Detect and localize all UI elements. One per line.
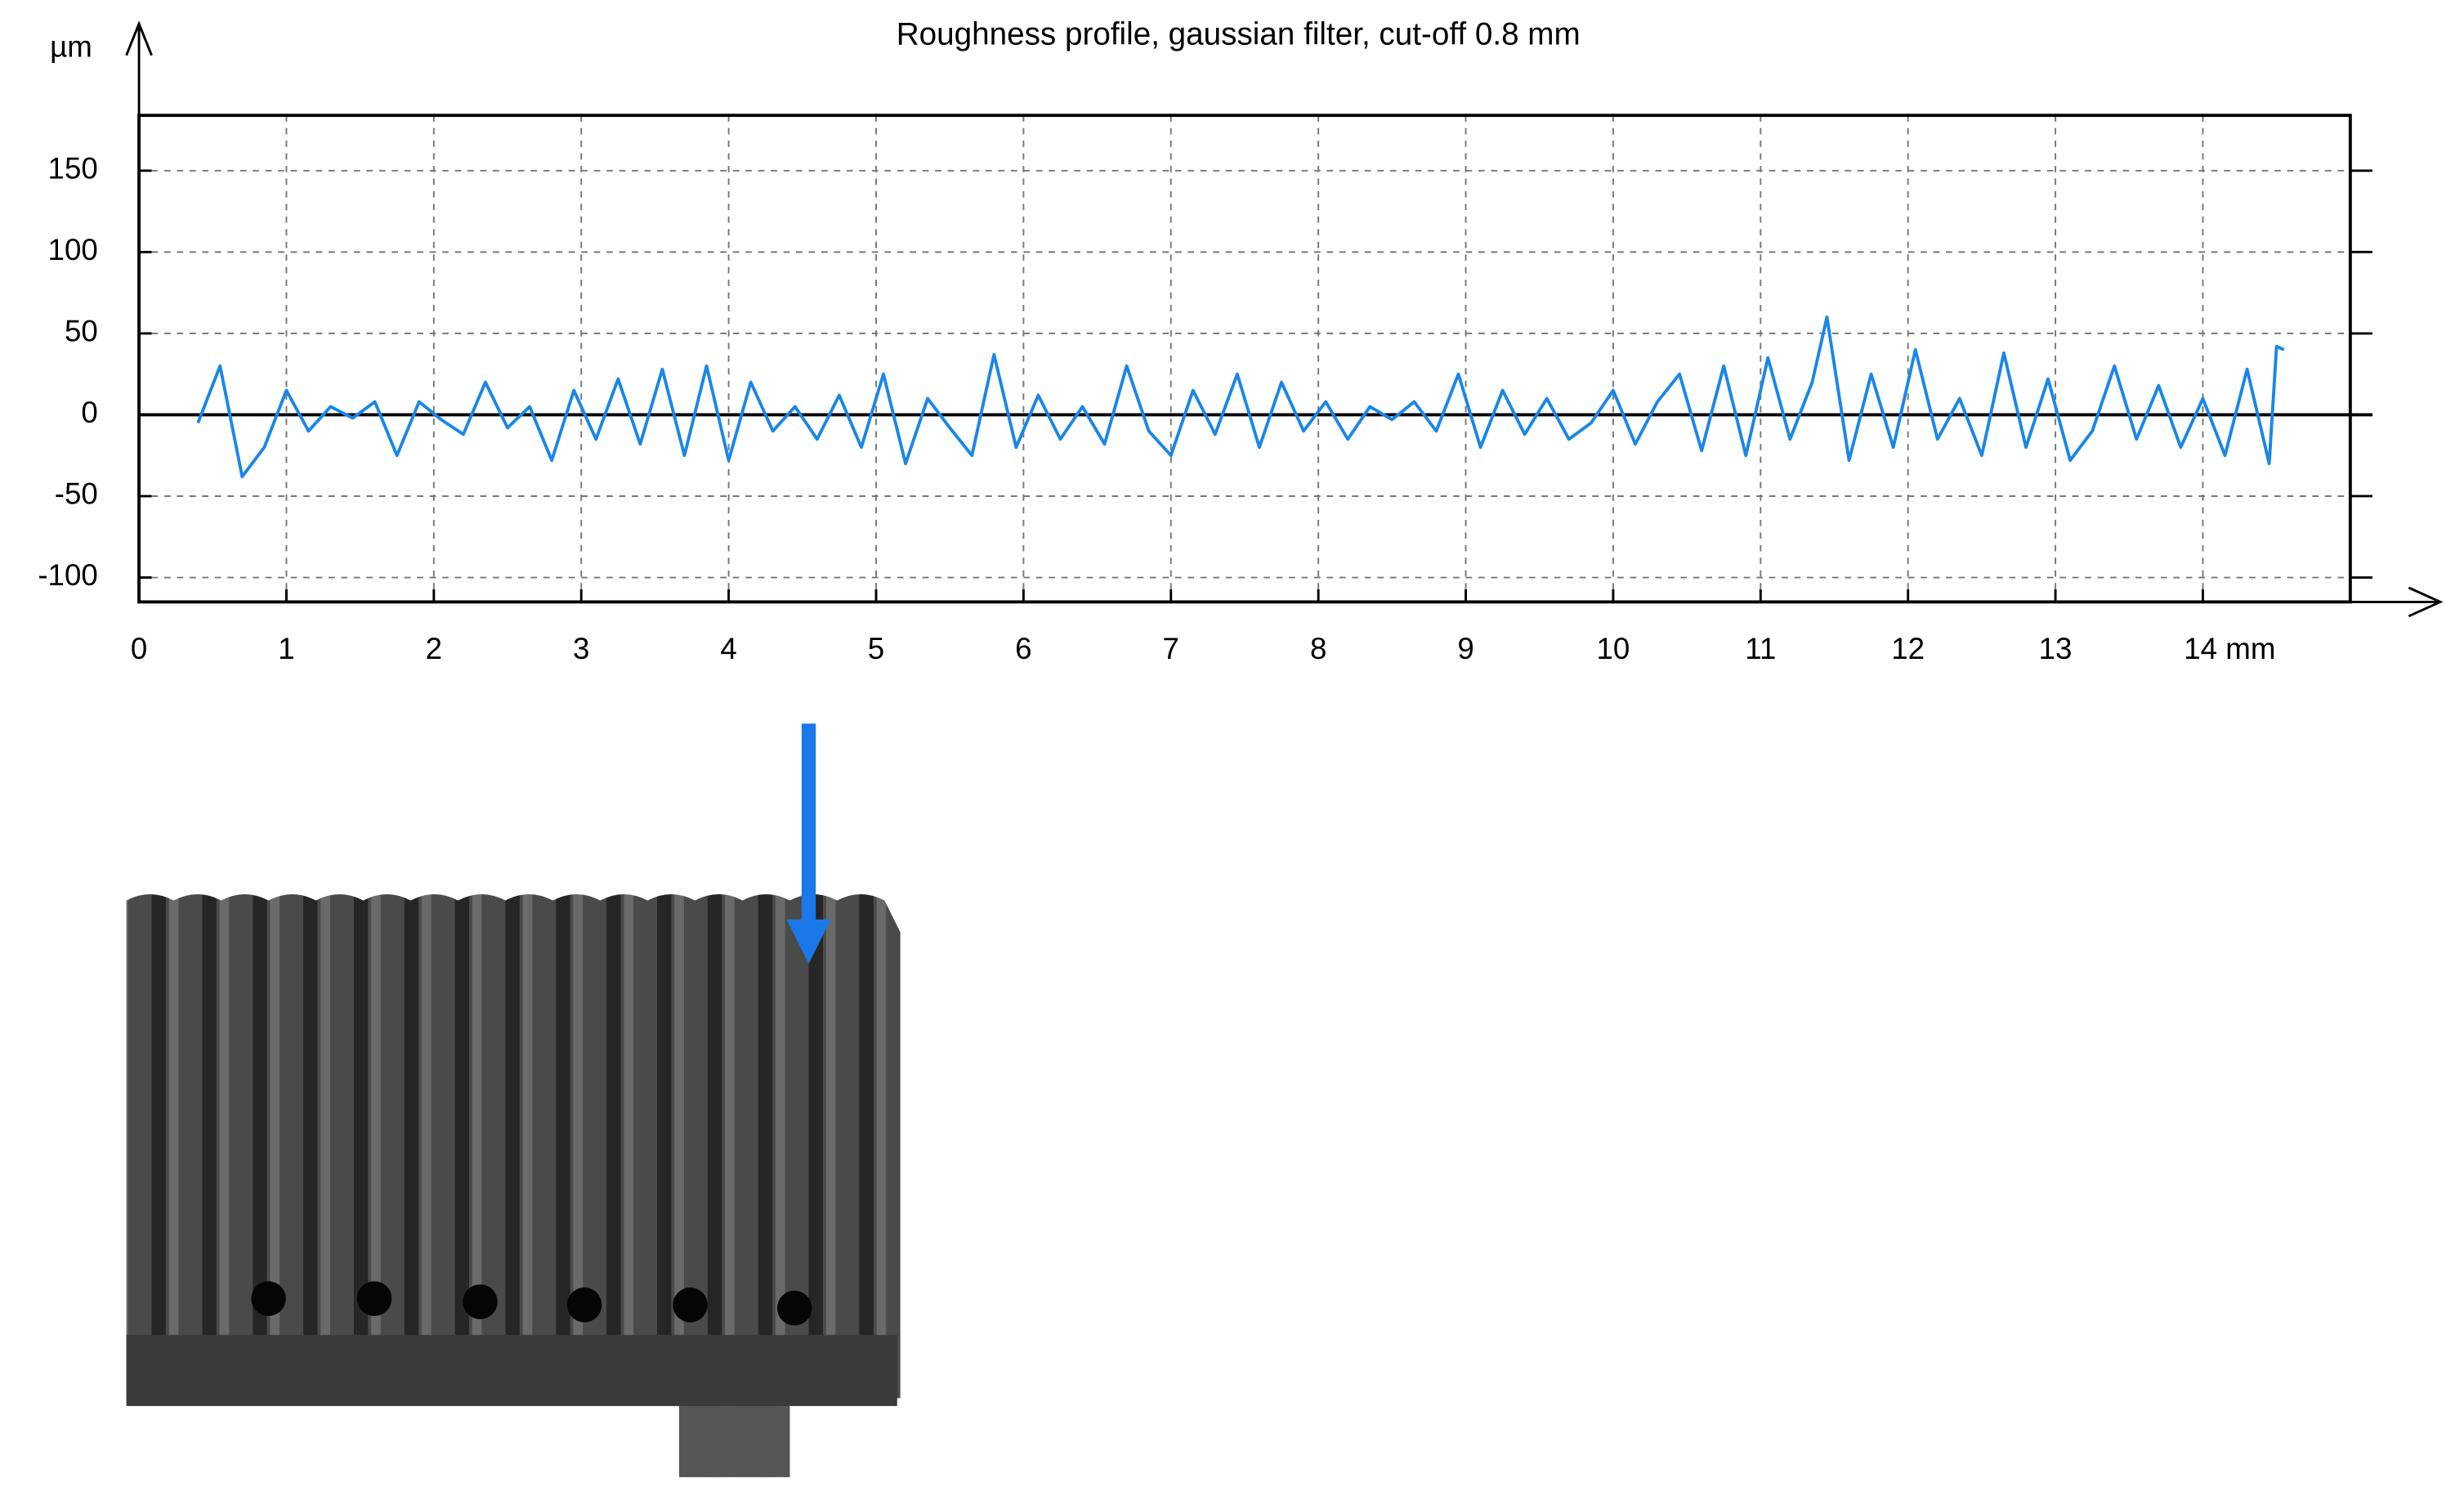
- specimen-body: [126, 893, 901, 1478]
- x-tick-label: 7: [1163, 632, 1179, 665]
- y-tick-label: 100: [48, 233, 98, 266]
- hole: [251, 1281, 286, 1316]
- x-tick-label: 1: [278, 632, 294, 665]
- pointer-arrow-head: [786, 919, 831, 964]
- specimen-photo: [126, 893, 901, 1478]
- hole: [673, 1287, 708, 1323]
- x-tick-label: 12: [1891, 632, 1925, 665]
- x-tick-label: 4: [720, 632, 736, 665]
- y-tick-label: 150: [48, 152, 98, 186]
- x-tick-label: 13: [2039, 632, 2073, 665]
- x-tick-label: 2: [426, 632, 442, 665]
- x-tick-label: 14 mm: [2184, 632, 2275, 665]
- x-tick-label: 8: [1310, 632, 1326, 665]
- y-axis-unit: µm: [50, 30, 92, 64]
- x-tick-label: 10: [1597, 632, 1630, 665]
- hole: [776, 1291, 812, 1326]
- x-tick-label: 6: [1015, 632, 1031, 665]
- specimen-stub: [679, 1406, 790, 1478]
- marks: [196, 316, 2285, 479]
- x-tick-label: 11: [1745, 632, 1776, 665]
- x-tick-label: 9: [1457, 632, 1473, 665]
- chart-title: Roughness profile, gaussian filter, cut-…: [897, 17, 1581, 52]
- x-tick-label: 0: [131, 632, 147, 665]
- y-tick-label: 50: [65, 315, 98, 348]
- plot-frame: [137, 114, 2352, 604]
- y-axis-arrow: [125, 20, 153, 602]
- x-axis-arrow: [139, 586, 2444, 618]
- y-tick-label: 0: [81, 396, 97, 429]
- hole: [463, 1284, 498, 1319]
- x-tick-label: 3: [573, 632, 589, 665]
- x-tick-label: 5: [868, 632, 884, 665]
- hole: [566, 1287, 602, 1323]
- hole: [356, 1281, 392, 1316]
- specimen-base: [126, 1335, 897, 1407]
- profile-line: [196, 316, 2285, 479]
- y-tick-label: -50: [55, 477, 98, 511]
- y-tick-label: -100: [38, 558, 98, 592]
